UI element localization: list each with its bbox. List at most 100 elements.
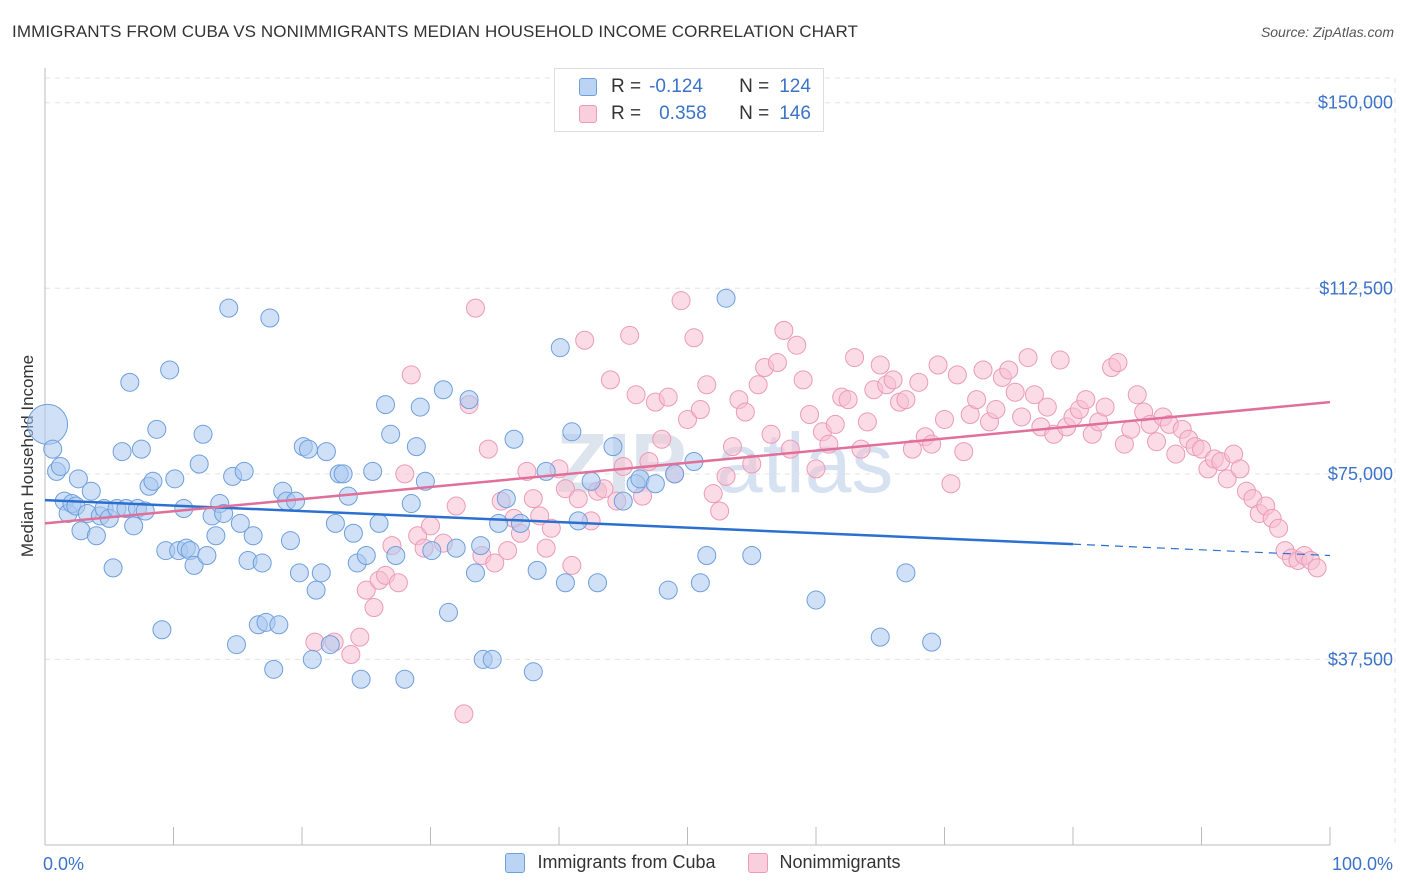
nonimmigrants-point — [690, 400, 710, 420]
cuba-point — [510, 513, 530, 533]
cuba-point — [165, 469, 185, 489]
nonimmigrants-point — [600, 370, 620, 390]
x-tick-label: 0.0% — [43, 854, 84, 874]
tick-labels: $37,500 $75,000 $112,500 $150,000 0.0% 100.0% — [43, 93, 1393, 874]
nonimmigrants-point — [767, 353, 787, 373]
nonimmigrants-point — [575, 330, 595, 350]
nonimmigrants-point — [395, 464, 415, 484]
cuba-point — [562, 422, 582, 442]
nonimmigrants-point — [684, 328, 704, 348]
cuba-point — [143, 471, 163, 491]
cuba-point — [316, 442, 336, 462]
nonimmigrants-point — [1037, 397, 1057, 417]
nonimmigrants-point — [568, 489, 588, 509]
nonimmigrants-point — [857, 412, 877, 432]
cuba-point — [527, 560, 547, 580]
cuba-point — [446, 538, 466, 558]
nonimmigrants-point — [341, 644, 361, 664]
cuba-point — [363, 461, 383, 481]
axes — [44, 68, 1331, 846]
nonimmigrants-point — [671, 291, 691, 311]
nonimmigrants-point — [498, 541, 518, 561]
nonimmigrants-point — [883, 370, 903, 390]
cuba-point — [152, 620, 172, 640]
cuba-point — [665, 464, 685, 484]
nonimmigrants-point — [1121, 419, 1141, 439]
cuba-point — [742, 546, 762, 566]
cuba-point — [645, 474, 665, 494]
cuba-point — [658, 580, 678, 600]
legend-r-label: R = — [611, 103, 642, 124]
nonimmigrants-point — [999, 360, 1019, 380]
cuba-point — [147, 419, 167, 439]
y-tick-label: $112,500 — [1319, 278, 1393, 298]
cuba-point — [870, 627, 890, 647]
cuba-point — [280, 531, 300, 551]
legend-item-cuba: Immigrants from Cuba — [505, 852, 716, 873]
nonimmigrants-point — [1095, 397, 1115, 417]
nonimmigrants-point — [1076, 390, 1096, 410]
cuba-point — [896, 563, 916, 583]
nonimmigrants-point — [973, 360, 993, 380]
cuba-point — [81, 481, 101, 501]
legend-swatch-cuba — [579, 78, 597, 96]
cuba-point — [343, 523, 363, 543]
nonimmigrants-point — [1230, 459, 1250, 479]
nonimmigrants-point — [735, 402, 755, 422]
nonimmigrants-point — [825, 414, 845, 434]
y-tick-label: $150,000 — [1318, 93, 1393, 113]
nonimmigrants-point — [697, 375, 717, 395]
cuba-point — [43, 439, 63, 459]
nonimmigrants-trend-line — [44, 400, 1331, 525]
cuba-point — [523, 662, 543, 682]
nonimmigrants-point — [870, 355, 890, 375]
nonimmigrants-point — [967, 390, 987, 410]
cuba-point — [381, 424, 401, 444]
legend-r-value: 0.358 — [659, 103, 707, 124]
nonimmigrants-point — [838, 390, 858, 410]
nonimmigrants-point — [388, 573, 408, 593]
nonimmigrants-point — [845, 348, 865, 368]
nonimmigrants-point — [1192, 439, 1211, 459]
legend-row-nonimmigrants: R = 0.358 N = 146 — [579, 102, 811, 126]
nonimmigrants-point — [742, 454, 762, 474]
cuba-point — [333, 464, 353, 484]
cuba-point — [568, 511, 588, 531]
cuba-point — [289, 563, 309, 583]
nonimmigrants-point — [1269, 518, 1289, 538]
cuba-point — [410, 397, 430, 417]
legend-n-label: N = — [739, 76, 770, 97]
nonimmigrants-point — [1166, 444, 1186, 464]
cuba-point — [356, 546, 376, 566]
nonimmigrants-point — [678, 409, 697, 429]
cuba-trend-extension — [1072, 543, 1331, 557]
cuba-point — [184, 555, 204, 575]
nonimmigrants-point — [446, 496, 466, 516]
source-credit: Source: ZipAtlas.com — [1260, 24, 1394, 40]
nonimmigrants-point — [748, 375, 768, 395]
legend-swatch-nonimmigrants — [579, 105, 597, 123]
cuba-point — [189, 454, 209, 474]
cuba-point — [459, 390, 479, 410]
cuba-point — [588, 573, 608, 593]
cuba-point — [422, 541, 442, 561]
y-tick-label: $37,500 — [1328, 649, 1393, 669]
nonimmigrants-point — [703, 484, 723, 504]
legend-label-cuba: Immigrants from Cuba — [537, 852, 716, 872]
legend-row-cuba: R = -0.124 N = 124 — [579, 75, 811, 99]
nonimmigrants-point — [722, 437, 742, 457]
nonimmigrants-point — [613, 456, 633, 476]
cuba-point — [226, 635, 246, 655]
legend-swatch-cuba — [505, 852, 526, 873]
legend-n-value: 146 — [779, 103, 811, 124]
cuba-point — [193, 424, 213, 444]
cuba-point — [438, 602, 458, 622]
cuba-point — [496, 489, 516, 509]
cuba-point — [302, 649, 322, 669]
nonimmigrants-point — [947, 365, 967, 385]
cuba-point — [112, 442, 132, 462]
nonimmigrants-point — [928, 355, 948, 375]
nonimmigrants-point — [541, 518, 561, 538]
cuba-point — [124, 516, 144, 536]
chart-title: IMMIGRANTS FROM CUBA VS NONIMMIGRANTS ME… — [12, 22, 858, 41]
